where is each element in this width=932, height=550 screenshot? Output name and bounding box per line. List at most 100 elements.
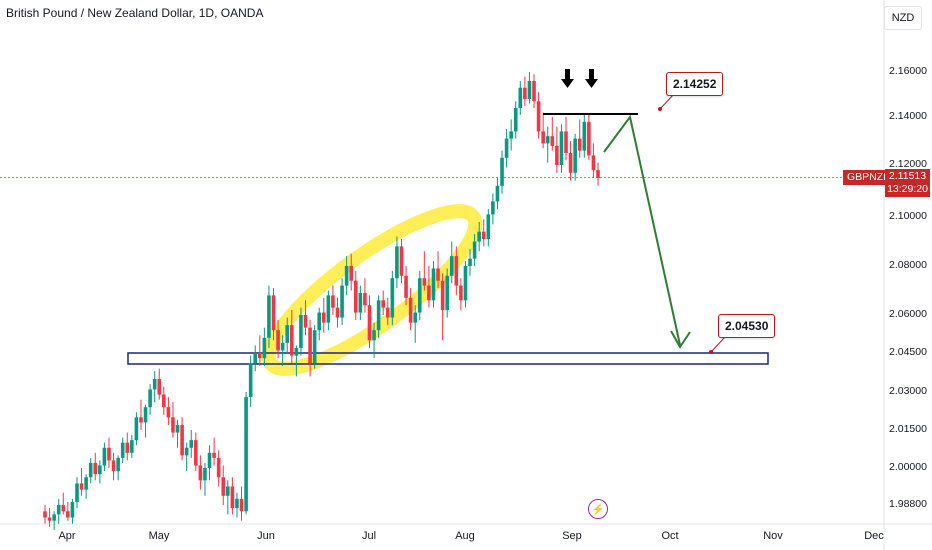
y-tick-label: 2.08000 [889,259,927,271]
candle-body [184,447,189,456]
candle-body [198,465,203,481]
candle-body [376,300,381,331]
candle-body [43,511,47,518]
candle-body [125,442,130,453]
y-tick-label: 2.12000 [889,158,927,170]
x-tick-label: Jun [257,530,275,542]
candle-body [120,442,125,458]
candle-body [258,353,262,359]
candle-body [431,268,436,301]
candle-body [180,424,184,456]
x-tick-label: Oct [661,530,679,542]
projection-arrow [603,114,681,346]
candle-body [308,327,312,364]
candle-body [244,397,248,512]
candle-body [216,457,221,478]
y-tick-label: 2.03000 [889,385,927,397]
candle-body [344,266,349,286]
candle-body [436,268,440,281]
flash-icon[interactable]: ⚡ [588,499,608,519]
candle-body [280,342,285,351]
down-arrow-icon [561,69,574,88]
candle-body [417,278,422,313]
x-tick-label: Jul [361,530,377,542]
candle-body [477,231,481,242]
candle-body [395,246,399,279]
candle-body [372,330,376,341]
candle-body [532,81,536,102]
candle-body [504,138,509,158]
candle-body [440,280,445,311]
candle-body [139,417,143,423]
candle-body [550,136,555,146]
candle-body [189,440,194,448]
candle-body [472,241,477,259]
bar-countdown: 13:29:20 [887,183,928,195]
candle-body [312,330,317,364]
candle-body [248,363,253,398]
candle-body [194,440,198,466]
candle-body [171,417,175,433]
currency-button[interactable]: NZD [884,6,922,30]
candle-body [166,407,171,418]
upper-price-callout: 2.14252 [666,72,724,96]
candle-body [349,266,354,281]
candle-body [61,505,66,512]
y-tick-label: 1.98800 [889,498,927,510]
y-tick-label: 2.00000 [889,461,927,473]
candle-body [449,256,454,276]
candle-body [587,121,591,156]
candle-body [481,231,486,240]
candle-body [527,81,532,99]
candle-body [555,145,559,165]
candle-body [331,295,335,308]
candle-body [413,312,417,323]
candle-body [577,138,582,151]
candle-body [148,389,152,408]
candle-body [70,501,75,518]
candle-body [47,517,52,521]
candle-body [98,465,102,475]
candle-body [495,185,500,202]
candle-body [445,275,449,311]
candle-body [459,285,463,301]
candle-body [203,468,207,481]
lower-price-callout: 2.04530 [718,314,776,338]
candle-body [299,315,303,348]
candle-body [134,417,139,441]
candle-body [385,307,390,318]
candle-body [523,87,527,99]
symbol-tag: GBPNZD [843,170,895,185]
candle-body [116,457,120,472]
candle-body [486,214,491,240]
candle-body [130,440,134,453]
candle-body [367,305,372,341]
y-tick-label: 2.14000 [889,110,927,122]
candle-body [582,121,587,151]
candles-group [43,72,600,530]
support-zone [127,352,769,365]
candle-body [107,447,111,461]
candle-body [75,483,79,502]
down-arrow-icon [585,69,598,88]
candle-body [207,452,212,468]
candle-body [422,278,427,286]
candle-body [111,460,116,472]
candle-body [326,295,331,323]
y-tick-label: 2.10000 [889,210,927,222]
current-price-box: 2.11513 13:29:20 [885,169,930,197]
callout-pointer [659,93,675,110]
candle-body [536,101,541,132]
candle-body [541,131,545,144]
candle-body [358,292,363,313]
candle-body [468,258,472,266]
candle-body [285,325,290,343]
highlight-ellipse [261,204,483,376]
candle-body [390,278,395,318]
candle-body [221,477,226,496]
x-tick-label: Apr [58,530,76,542]
candle-body [399,246,404,276]
candle-body [289,325,294,356]
callout-pointer [710,335,727,353]
